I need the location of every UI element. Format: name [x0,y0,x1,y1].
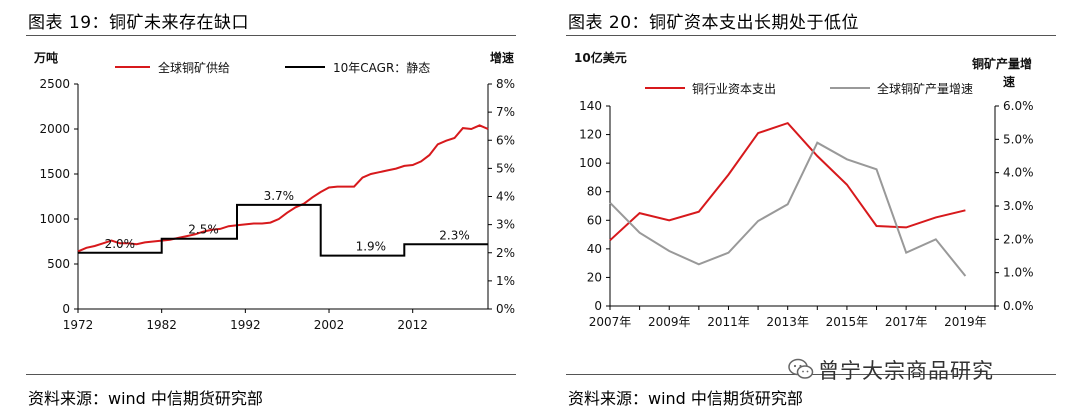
source-note: 资料来源：wind 中信期货研究部 [28,389,263,408]
y-right-tick-label: 6.0% [1003,99,1034,113]
y-right-tick-label: 1% [496,274,515,288]
y-right-tick-label: 3.0% [1003,199,1034,213]
y-right-unit-label: 铜矿产量增 [972,56,1032,71]
cagr-data-label: 1.9% [356,240,387,254]
x-tick-label: 2009年 [648,315,691,329]
y-right-tick-label: 5.0% [1003,132,1034,146]
x-tick-label: 1972 [63,318,94,332]
y-right-tick-label: 1.0% [1003,266,1034,280]
x-tick-label: 2012 [397,318,428,332]
y-right-unit-label-cont: 速 [1003,74,1015,89]
legend-label-growth: 全球铜矿产量增速 [877,81,973,96]
legend-label-capex: 铜行业资本支出 [692,81,776,96]
y-left-tick-label: 0 [594,299,602,313]
figure-title: 图表 20：铜矿资本支出长期处于低位 [568,13,860,33]
copper-capex-chart: 10亿美元 铜矿产量增速 0 20 40 60 80 100 120 140 0.0% 1.0% 2.0… [574,50,1034,329]
x-tick-label: 2002 [314,318,345,332]
legend-label-supply: 全球铜矿供给 [158,60,230,75]
y-left-tick-label: 0 [62,302,70,316]
y-right-tick-label: 8% [496,77,515,91]
y-right-tick-label: 4% [496,190,515,204]
y-left-unit-label: 万吨 [33,50,58,65]
y-right-tick-label: 0.0% [1003,299,1034,313]
cagr-data-label: 2.0% [105,237,136,251]
y-right-tick-label: 2.0% [1003,232,1034,246]
right-figure-panel: 图表 20：铜矿资本支出长期处于低位 10亿美元 铜矿产量增速 0 20 40 60 80 1… [540,0,1080,418]
series-line-global-copper-supply [77,124,489,253]
x-tick-label: 1982 [146,318,177,332]
y-left-tick-label: 80 [587,185,602,199]
footer-divider [26,374,516,375]
y-right-tick-label: 0% [496,302,515,316]
series-line-copper-output-growth [609,141,967,277]
watermark-text: 曾宁大宗商品研究 [818,359,994,383]
source-note: 资料来源：wind 中信期货研究部 [568,389,803,408]
y-left-tick-label: 140 [579,99,602,113]
y-left-tick-label: 2500 [39,77,70,91]
x-tick-label: 2007年 [589,315,632,329]
y-right-tick-label: 2% [496,246,515,260]
cagr-data-label: 3.7% [264,189,295,203]
y-right-tick-label: 3% [496,218,515,232]
y-left-tick-label: 1500 [39,167,70,181]
left-figure-panel: 图表 19：铜矿未来存在缺口 万吨 增速 0 500 1000 1500 2000 2500 0… [26,13,516,408]
series-line-copper-capex [609,121,966,242]
title-divider [566,35,1056,36]
cagr-data-label: 2.5% [188,223,219,237]
y-left-tick-label: 60 [587,213,602,227]
y-right-tick-label: 6% [496,133,515,147]
wechat-icon [788,358,814,379]
y-left-tick-label: 20 [587,270,602,284]
x-tick-label: 2015年 [826,315,869,329]
cagr-data-label: 2.3% [439,228,470,242]
x-tick-label: 2011年 [707,315,750,329]
copper-supply-chart: 万吨 增速 0 500 1000 1500 2000 2500 0% 1% 2% 3% 4% 5% 6% 7%… [33,50,515,332]
x-tick-label: 1992 [230,318,261,332]
x-tick-label: 2019年 [944,315,987,329]
y-left-tick-label: 2000 [39,122,70,136]
y-right-tick-label: 4.0% [1003,166,1034,180]
series-line-10yr-cagr [78,203,488,257]
y-right-unit-label: 增速 [490,50,514,65]
legend-label-cagr: 10年CAGR：静态 [333,61,430,75]
y-left-tick-label: 120 [579,128,602,142]
x-tick-label: 2017年 [885,315,928,329]
y-left-tick-label: 100 [579,156,602,170]
y-left-tick-label: 1000 [39,212,70,226]
figure-title: 图表 19：铜矿未来存在缺口 [28,13,250,33]
y-right-tick-label: 7% [496,105,515,119]
y-left-tick-label: 500 [47,257,70,271]
title-divider [26,35,516,36]
x-tick-label: 2013年 [766,315,809,329]
y-right-tick-label: 5% [496,161,515,175]
y-left-tick-label: 40 [587,242,602,256]
y-left-unit-label: 10亿美元 [574,50,627,65]
